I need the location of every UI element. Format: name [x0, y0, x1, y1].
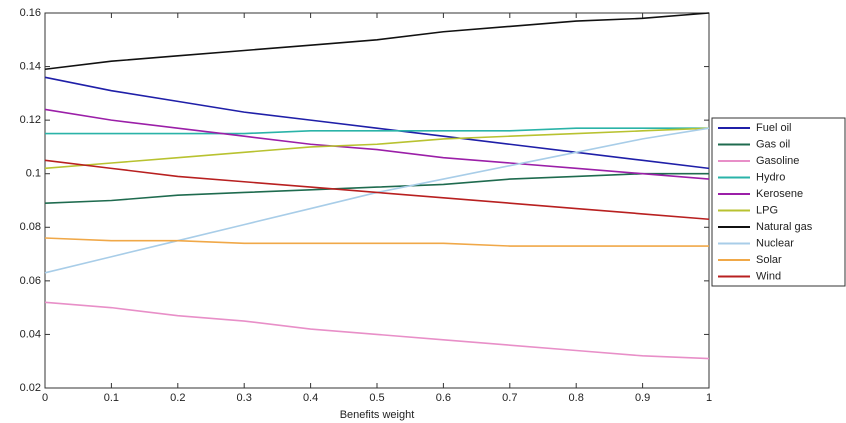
series-line: [44, 108, 710, 180]
series-line: [44, 76, 710, 170]
series-line: [44, 172, 709, 204]
legend-box: [711, 117, 846, 287]
y-tick-label: 0.06: [20, 275, 41, 287]
legend-label: Wind: [756, 270, 781, 282]
x-tick-label: 0.3: [237, 392, 252, 404]
legend-label: Solar: [756, 254, 782, 266]
y-tick-label: 0.08: [20, 221, 41, 233]
series-line: [44, 127, 710, 170]
y-tick-label: 0.16: [20, 7, 41, 19]
x-tick-label: 0.4: [303, 392, 318, 404]
y-tick-label: 0.1: [26, 168, 41, 180]
legend-label: Gasoline: [756, 155, 799, 167]
y-tick-label: 0.14: [20, 60, 41, 72]
y-tick-label: 0.02: [20, 382, 41, 394]
x-tick-label: 0.5: [369, 392, 384, 404]
legend-label: LPG: [756, 204, 778, 216]
x-tick-label: 0.9: [635, 392, 650, 404]
series-line: [45, 127, 709, 135]
y-tick-label: 0.12: [20, 114, 41, 126]
y-tick-label: 0.04: [20, 328, 41, 340]
x-tick-label: 1: [706, 392, 712, 404]
x-tick-label: 0.6: [436, 392, 451, 404]
legend-label: Kerosene: [756, 188, 803, 200]
legend-label: Nuclear: [756, 237, 794, 249]
legend-label: Hydro: [756, 171, 785, 183]
series-line: [44, 12, 710, 71]
x-tick-label: 0: [42, 392, 48, 404]
x-tick-label: 0.8: [569, 392, 584, 404]
legend-label: Gas oil: [756, 138, 790, 150]
x-tick-label: 0.2: [170, 392, 185, 404]
series-line: [44, 301, 710, 360]
series-line: [44, 237, 709, 247]
x-tick-label: 0.7: [502, 392, 517, 404]
plot-area: [44, 12, 710, 389]
series-line: [44, 159, 710, 221]
x-tick-label: 0.1: [104, 392, 119, 404]
legend-label: Natural gas: [756, 221, 813, 233]
x-axis-label: Benefits weight: [340, 409, 415, 421]
legend-label: Fuel oil: [756, 122, 791, 134]
